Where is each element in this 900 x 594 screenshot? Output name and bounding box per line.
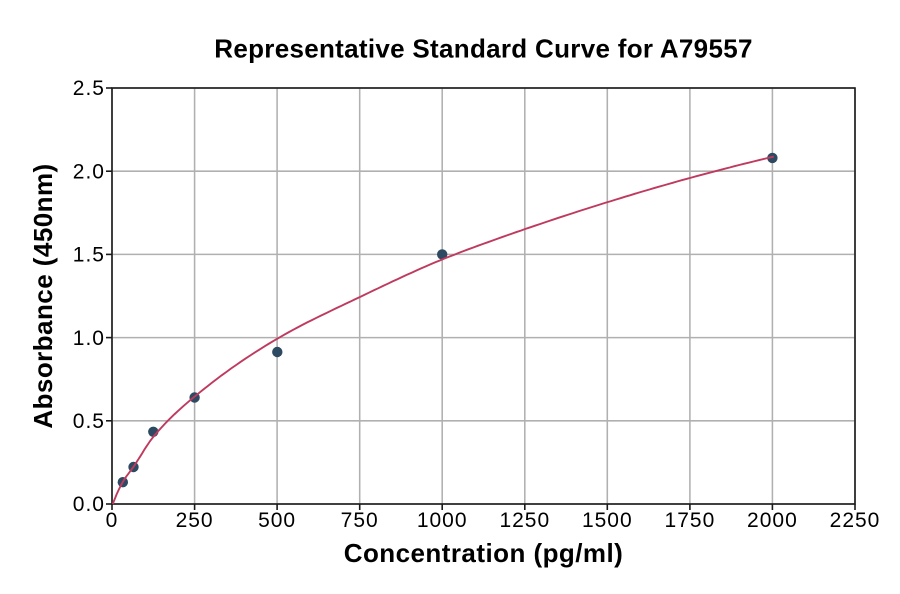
svg-text:2000: 2000 bbox=[747, 509, 798, 532]
svg-text:1000: 1000 bbox=[417, 509, 468, 532]
svg-text:1750: 1750 bbox=[665, 509, 716, 532]
svg-text:750: 750 bbox=[341, 509, 379, 532]
svg-text:1.0: 1.0 bbox=[73, 327, 105, 350]
svg-text:2.0: 2.0 bbox=[73, 160, 105, 183]
svg-text:1.5: 1.5 bbox=[73, 244, 105, 267]
svg-text:Representative Standard Curve: Representative Standard Curve for A79557 bbox=[214, 34, 752, 64]
svg-text:0: 0 bbox=[106, 509, 119, 532]
svg-text:500: 500 bbox=[258, 509, 296, 532]
svg-text:250: 250 bbox=[176, 509, 214, 532]
svg-text:1250: 1250 bbox=[499, 509, 550, 532]
svg-text:2250: 2250 bbox=[830, 509, 881, 532]
svg-text:2.5: 2.5 bbox=[73, 77, 105, 100]
svg-text:Absorbance (450nm): Absorbance (450nm) bbox=[28, 163, 58, 428]
svg-text:0.0: 0.0 bbox=[73, 493, 105, 516]
svg-text:0.5: 0.5 bbox=[73, 410, 105, 433]
svg-text:Concentration (pg/ml): Concentration (pg/ml) bbox=[344, 538, 624, 568]
svg-text:1500: 1500 bbox=[582, 509, 633, 532]
